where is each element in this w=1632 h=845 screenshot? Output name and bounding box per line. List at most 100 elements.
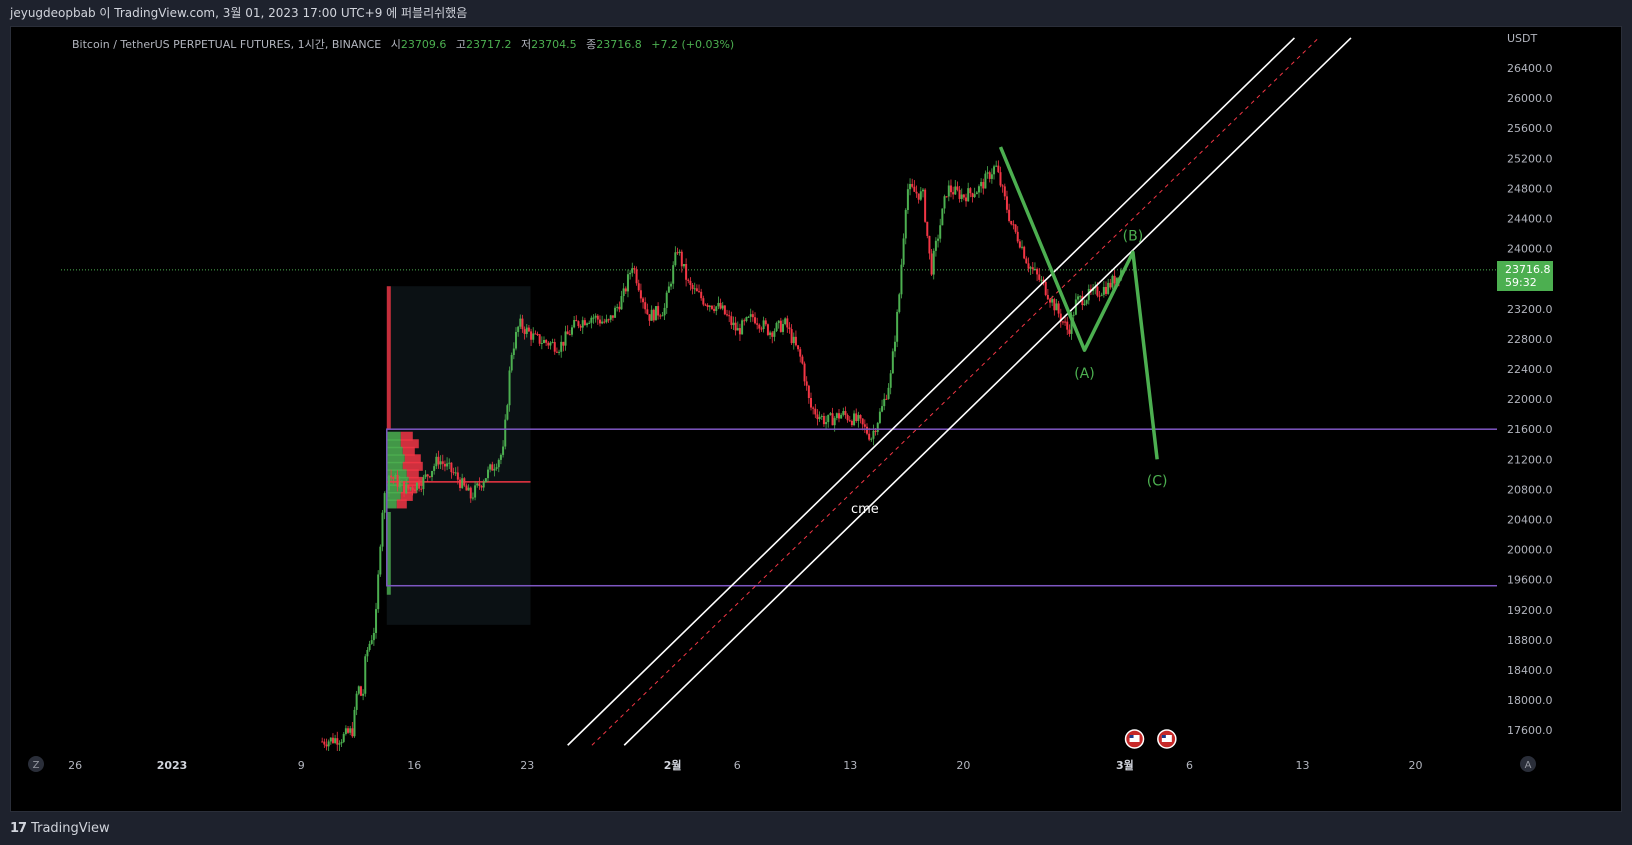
auto-scale-left-button[interactable]	[28, 756, 44, 772]
candle-body	[521, 318, 524, 330]
candle-body	[631, 268, 634, 273]
candle-body	[822, 416, 825, 425]
volume-profile-lower-bar	[386, 511, 391, 595]
candle-body	[418, 482, 421, 489]
candle-body	[437, 456, 440, 465]
candle-body	[999, 172, 1002, 186]
candle-body	[652, 309, 655, 321]
candle-body	[598, 319, 601, 324]
candle-body	[495, 467, 498, 469]
candle-body	[855, 413, 858, 422]
y-tick-label: 18000.0	[1507, 694, 1553, 707]
volume-profile-up-bar	[386, 499, 397, 509]
candle-body	[1005, 196, 1008, 210]
candle-body	[814, 408, 817, 415]
chart-panel[interactable]: 26400.0 26000.0 25600.0 25200.0 24800.0 24400…	[10, 26, 1622, 812]
channel-middle-line[interactable]	[591, 37, 1319, 746]
candle-body	[818, 416, 821, 420]
candle-body	[850, 420, 853, 426]
candle-body	[891, 351, 894, 374]
candle-body	[1010, 220, 1013, 225]
candle-body	[588, 322, 591, 324]
candle-body	[594, 315, 597, 318]
plot-area[interactable]: cme (A) (B) (C)	[61, 37, 1500, 752]
candle-body	[325, 744, 328, 747]
candle-body	[493, 468, 496, 471]
cme-label: cme	[851, 502, 879, 517]
candle-body	[859, 415, 862, 419]
x-tick-label: 3월	[1116, 758, 1134, 772]
candle-body	[1109, 282, 1112, 288]
x-tick-label: 20	[956, 759, 970, 772]
candle-body	[555, 351, 558, 353]
us-flag-stripes-icon	[1161, 735, 1172, 742]
candle-body	[491, 464, 494, 471]
volume-profile-up-bar	[386, 484, 403, 494]
candle-body	[825, 422, 828, 425]
symbol-name: Bitcoin / TetherUS PERPETUAL FUTURES, 1시…	[72, 38, 382, 51]
candle-body	[413, 490, 416, 492]
candle-body	[939, 225, 942, 239]
candle-body	[702, 298, 705, 305]
candle-body	[848, 420, 851, 422]
us-flag-stripes-icon	[1129, 735, 1140, 742]
candle-body	[691, 284, 694, 289]
candle-body	[1079, 296, 1082, 298]
candle-body	[512, 348, 515, 355]
y-tick-label: 17600.0	[1507, 724, 1553, 737]
candle-body	[431, 470, 434, 477]
candle-body	[616, 306, 619, 308]
close-label: 종	[586, 38, 597, 51]
candle-body	[583, 320, 586, 326]
x-tick-label: 13	[843, 759, 857, 772]
candle-body	[883, 398, 886, 407]
candle-body	[921, 189, 924, 192]
candle-body	[954, 186, 957, 195]
candle-body	[1081, 296, 1084, 306]
channel-upper-line[interactable]	[567, 37, 1295, 746]
candle-body	[1070, 315, 1073, 334]
elliott-wave-path[interactable]	[998, 146, 1159, 460]
cme-gap-box[interactable]	[386, 428, 1500, 587]
candle-body	[949, 185, 952, 193]
candle-body	[881, 406, 884, 412]
candle-body	[995, 165, 998, 167]
candle-body	[379, 546, 382, 575]
candle-body	[394, 474, 397, 479]
candle-body	[372, 632, 375, 641]
candle-body	[741, 320, 744, 335]
candle-body	[1105, 286, 1108, 294]
candle-body	[861, 418, 864, 425]
y-tick-label: 24000.0	[1507, 243, 1553, 256]
candle-body	[710, 305, 713, 309]
candle-body	[364, 656, 367, 694]
candle-body	[726, 314, 729, 316]
candle-body	[799, 349, 802, 357]
candle-body	[853, 413, 856, 426]
candle-body	[443, 463, 446, 467]
candle-body	[730, 316, 733, 326]
auto-scale-right-button[interactable]	[1520, 756, 1536, 772]
wave-b-label: (B)	[1123, 228, 1144, 244]
price-chart[interactable]: 26400.0 26000.0 25600.0 25200.0 24800.0 24400…	[11, 27, 1621, 811]
candle-body	[975, 192, 978, 195]
candle-body	[857, 415, 860, 422]
wave-c-label: (C)	[1147, 473, 1168, 489]
candle-body	[775, 323, 778, 332]
candle-body	[794, 336, 797, 346]
candle-body	[1115, 277, 1118, 284]
candle-body	[336, 738, 339, 745]
candle-body	[398, 481, 401, 487]
candle-body	[870, 438, 873, 440]
candle-body	[327, 741, 330, 747]
candle-body	[456, 472, 459, 480]
candle-body	[829, 413, 832, 415]
candle-body	[674, 252, 677, 266]
y-tick-label: 19200.0	[1507, 604, 1553, 617]
channel-lower-line[interactable]	[623, 37, 1352, 746]
candle-body	[704, 304, 707, 306]
candle-body	[626, 274, 629, 292]
candle-body	[764, 320, 767, 325]
candle-body	[609, 315, 612, 320]
y-tick-label: 24400.0	[1507, 213, 1553, 226]
